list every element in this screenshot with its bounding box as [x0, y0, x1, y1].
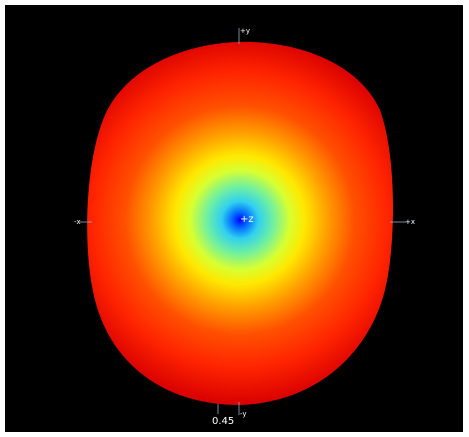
radiation-pattern-surface — [87, 41, 394, 406]
axis-label: +x — [405, 218, 415, 226]
axis-label: -x — [74, 218, 81, 226]
scale-label: 0.45 — [212, 416, 234, 427]
axis-label: +y — [240, 27, 250, 35]
axis-label: -y — [240, 410, 247, 418]
axis-label: +z — [240, 214, 254, 225]
